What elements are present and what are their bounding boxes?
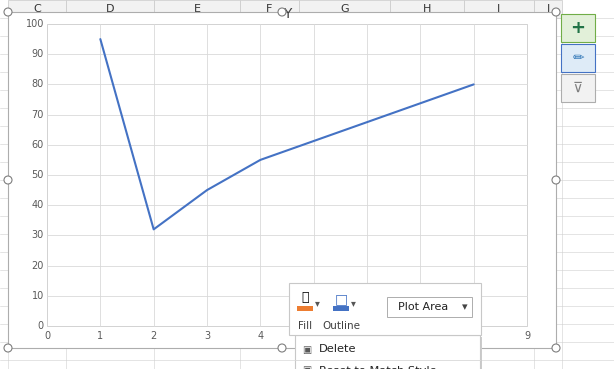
Bar <box>390 0 464 18</box>
Text: Reset to Match Style: Reset to Match Style <box>319 366 437 369</box>
Bar <box>154 0 240 18</box>
Bar <box>333 306 349 311</box>
Text: D: D <box>106 4 114 14</box>
Text: 7: 7 <box>417 331 424 341</box>
Bar <box>464 0 534 18</box>
Text: 1: 1 <box>97 331 103 341</box>
Bar <box>534 0 562 18</box>
Text: C: C <box>33 4 41 14</box>
Text: ▣: ▣ <box>302 345 312 355</box>
Text: 5: 5 <box>311 331 317 341</box>
Text: 0: 0 <box>44 331 50 341</box>
Text: Fill: Fill <box>298 321 312 331</box>
Text: H: H <box>423 4 431 14</box>
Bar <box>47 24 527 326</box>
Text: ▾: ▾ <box>462 302 468 312</box>
Text: 40: 40 <box>32 200 44 210</box>
Circle shape <box>4 8 12 16</box>
Text: +: + <box>570 19 586 37</box>
Text: Delete: Delete <box>319 345 357 355</box>
Bar <box>66 0 154 18</box>
Bar <box>561 44 595 72</box>
Circle shape <box>552 344 560 352</box>
Text: 8: 8 <box>470 331 476 341</box>
Circle shape <box>278 8 286 16</box>
Text: 0: 0 <box>38 321 44 331</box>
Text: 20: 20 <box>32 261 44 270</box>
Bar <box>561 14 595 42</box>
Circle shape <box>552 176 560 184</box>
Bar <box>8 12 556 348</box>
Text: I: I <box>497 4 500 14</box>
Bar <box>297 306 313 311</box>
Circle shape <box>278 344 286 352</box>
Bar <box>295 335 480 369</box>
Text: ▾: ▾ <box>351 298 356 308</box>
Text: □: □ <box>335 292 348 306</box>
Text: 9: 9 <box>524 331 530 341</box>
Bar <box>561 74 595 102</box>
Text: ⊽: ⊽ <box>573 81 583 95</box>
Text: 60: 60 <box>32 140 44 150</box>
Text: 2: 2 <box>150 331 157 341</box>
Circle shape <box>4 344 12 352</box>
Text: ▣: ▣ <box>302 366 312 369</box>
Text: 50: 50 <box>32 170 44 180</box>
Text: ▾: ▾ <box>314 298 319 308</box>
Text: 100: 100 <box>26 19 44 29</box>
Bar <box>289 283 481 335</box>
Text: 10: 10 <box>32 291 44 301</box>
Text: G: G <box>340 4 349 14</box>
Text: 4: 4 <box>257 331 263 341</box>
Text: 6: 6 <box>364 331 370 341</box>
Bar <box>240 0 299 18</box>
Text: 🪣: 🪣 <box>301 291 309 304</box>
Text: ✏: ✏ <box>572 51 584 65</box>
Text: E: E <box>193 4 201 14</box>
Text: Plot Area: Plot Area <box>398 302 448 312</box>
Circle shape <box>4 176 12 184</box>
Circle shape <box>552 8 560 16</box>
Text: Outline: Outline <box>322 321 360 331</box>
Text: F: F <box>266 4 273 14</box>
Text: Y: Y <box>283 7 291 21</box>
Text: J: J <box>546 4 550 14</box>
Bar <box>299 0 390 18</box>
Text: 90: 90 <box>32 49 44 59</box>
Bar <box>8 0 66 18</box>
Text: 30: 30 <box>32 230 44 240</box>
Text: 70: 70 <box>32 110 44 120</box>
Bar <box>387 297 472 317</box>
Bar <box>297 337 482 369</box>
Text: 80: 80 <box>32 79 44 89</box>
Text: 3: 3 <box>204 331 210 341</box>
